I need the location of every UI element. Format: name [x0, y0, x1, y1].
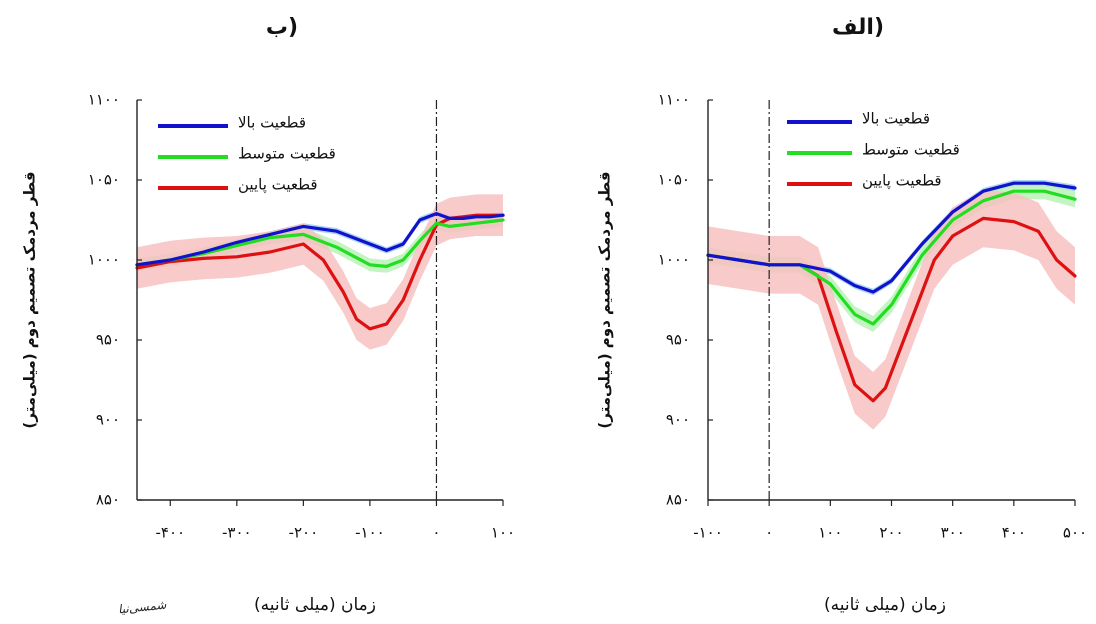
- x-tick-label: ۴۰۰: [1002, 524, 1026, 542]
- y-tick-label: ۸۵۰: [666, 491, 690, 509]
- x-tick-label: -۱۰۰: [693, 524, 723, 542]
- legend-label: قطعیت بالا: [238, 114, 306, 132]
- x-tick-label: ۱۰۰: [818, 524, 842, 542]
- x-tick-label: ۱۰۰: [491, 524, 515, 542]
- y-tick-label: ۸۵۰: [96, 491, 120, 509]
- legend: قطعیت بالا قطعیت متوسط قطعیت پایین: [787, 110, 960, 191]
- y-axis-title: قطر مردمک تصمیم دوم (میلی‌متر): [596, 171, 614, 428]
- legend-label: قطعیت متوسط: [238, 145, 336, 163]
- x-tick-label: ۵۰۰: [1063, 524, 1087, 542]
- y-tick-label: ۱۰۰۰: [88, 251, 120, 269]
- x-tick-label: ۰: [432, 524, 440, 542]
- panel-title: ب): [266, 15, 298, 40]
- legend-label: قطعیت پایین: [238, 176, 318, 195]
- y-axis-title: قطر مردمک تصمیم دوم (میلی‌متر): [21, 171, 39, 428]
- y-tick-label: ۱۱۰۰: [658, 91, 690, 109]
- series-band-low: [708, 189, 1075, 430]
- y-tick-label: ۹۰۰: [666, 411, 690, 429]
- x-tick-label: -۲۰۰: [289, 524, 319, 542]
- y-tick-label: ۱۰۰۰: [658, 251, 690, 269]
- right-panel: الف) قطر مردمک تصمیم دوم (میلی‌متر) زمان (…: [596, 15, 1088, 615]
- x-tick-label: ۳۰۰: [941, 524, 965, 542]
- x-axis-title: زمان (میلی ثانیه): [824, 595, 946, 615]
- x-tick-label: -۱۰۰: [355, 524, 385, 542]
- legend-label: قطعیت پایین: [862, 172, 942, 191]
- y-tick-label: ۹۵۰: [666, 331, 690, 349]
- y-tick-label: ۹۰۰: [96, 411, 120, 429]
- series-line-medium: [135, 218, 505, 268]
- series-line-high: [135, 212, 505, 267]
- y-tick-label: ۹۵۰: [96, 331, 120, 349]
- x-axis-title: زمان (میلی ثانیه): [254, 595, 376, 615]
- x-tick-label: -۳۰۰: [222, 524, 252, 542]
- legend-label: قطعیت بالا: [862, 110, 930, 128]
- left-panel: ب) قطر مردمک تصمیم دوم (میلی‌متر) زمان (می…: [21, 15, 516, 615]
- y-tick-label: ۱۰۵۰: [658, 171, 690, 189]
- panel-title: الف): [832, 15, 884, 40]
- x-tick-label: ۰: [765, 524, 773, 542]
- y-tick-label: ۱۱۰۰: [88, 91, 120, 109]
- x-tick-label: ۲۰۰: [879, 524, 903, 542]
- y-tick-label: ۱۰۵۰: [88, 171, 120, 189]
- x-tick-label: -۴۰۰: [155, 524, 185, 542]
- legend-label: قطعیت متوسط: [862, 141, 960, 159]
- series-band-low: [137, 194, 503, 350]
- legend: قطعیت بالا قطعیت متوسط قطعیت پایین: [158, 114, 336, 195]
- series-line-high: [706, 181, 1077, 294]
